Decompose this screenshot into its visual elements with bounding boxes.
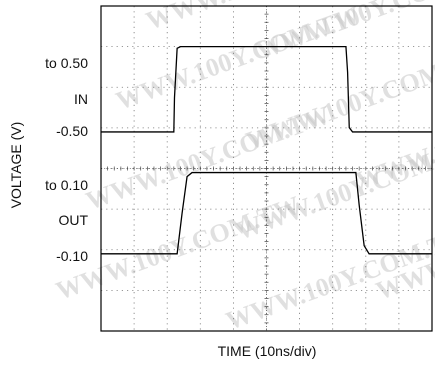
out-trace-label: OUT xyxy=(58,212,88,228)
in-lower-level-label: -0.50 xyxy=(56,123,88,139)
watermark: WWW.100Y.COM.TWWWW.100Y.COM.TWWWW.100Y.C… xyxy=(52,0,435,336)
plot-frame xyxy=(100,5,433,332)
series-out-trace xyxy=(101,171,432,255)
series-layer xyxy=(101,45,432,255)
in-trace-label: IN xyxy=(74,91,88,107)
x-axis-label: TIME (10ns/div) xyxy=(218,343,317,359)
out-upper-level-label: to 0.10 xyxy=(45,177,88,193)
y-axis-label: VOLTAGE (V) xyxy=(8,122,24,209)
out-lower-level-label: -0.10 xyxy=(56,248,88,264)
series-in-trace xyxy=(101,45,432,133)
grid xyxy=(101,6,432,331)
in-upper-level-label: to 0.50 xyxy=(45,55,88,71)
